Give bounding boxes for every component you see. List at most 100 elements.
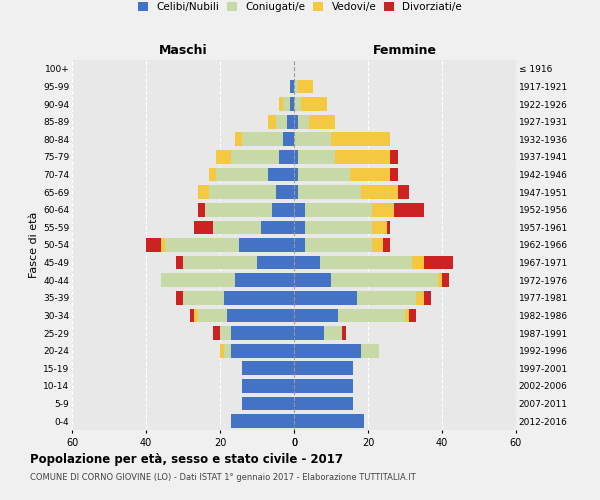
- Bar: [294, 80, 298, 94]
- Bar: [190, 308, 194, 322]
- Bar: [442, 274, 449, 287]
- Bar: [235, 274, 294, 287]
- Bar: [260, 220, 294, 234]
- Bar: [294, 344, 361, 358]
- Bar: [424, 291, 431, 304]
- Bar: [294, 308, 338, 322]
- Bar: [349, 168, 390, 181]
- Bar: [294, 203, 305, 216]
- Bar: [323, 326, 342, 340]
- Bar: [268, 168, 294, 181]
- Bar: [205, 203, 272, 216]
- Bar: [305, 220, 372, 234]
- Bar: [209, 186, 275, 199]
- Bar: [290, 80, 294, 94]
- Bar: [294, 379, 353, 393]
- Bar: [416, 291, 424, 304]
- Bar: [212, 220, 260, 234]
- Bar: [275, 115, 287, 128]
- Bar: [390, 150, 398, 164]
- Bar: [231, 414, 294, 428]
- Bar: [412, 256, 424, 270]
- Bar: [216, 150, 231, 164]
- Bar: [176, 291, 183, 304]
- Bar: [224, 291, 294, 304]
- Bar: [331, 132, 390, 146]
- Bar: [342, 326, 346, 340]
- Bar: [301, 97, 328, 111]
- Bar: [294, 396, 353, 410]
- Bar: [309, 115, 335, 128]
- Bar: [298, 80, 313, 94]
- Bar: [242, 132, 283, 146]
- Bar: [386, 220, 390, 234]
- Bar: [279, 97, 283, 111]
- Bar: [394, 203, 424, 216]
- Bar: [183, 256, 257, 270]
- Title: Maschi: Maschi: [158, 44, 208, 58]
- Y-axis label: Fasce di età: Fasce di età: [29, 212, 39, 278]
- Bar: [212, 326, 220, 340]
- Bar: [268, 115, 275, 128]
- Bar: [235, 132, 242, 146]
- Bar: [372, 238, 383, 252]
- Bar: [294, 115, 298, 128]
- Bar: [198, 308, 227, 322]
- Bar: [164, 238, 239, 252]
- Bar: [194, 220, 212, 234]
- Bar: [305, 238, 372, 252]
- Bar: [239, 238, 294, 252]
- Bar: [372, 220, 386, 234]
- Bar: [294, 220, 305, 234]
- Bar: [161, 238, 164, 252]
- Bar: [198, 203, 205, 216]
- Bar: [161, 274, 235, 287]
- Bar: [294, 97, 301, 111]
- Bar: [220, 344, 224, 358]
- Text: COMUNE DI CORNO GIOVINE (LO) - Dati ISTAT 1° gennaio 2017 - Elaborazione TUTTITA: COMUNE DI CORNO GIOVINE (LO) - Dati ISTA…: [30, 472, 416, 482]
- Bar: [424, 256, 453, 270]
- Bar: [209, 168, 217, 181]
- Bar: [231, 344, 294, 358]
- Bar: [298, 150, 335, 164]
- Bar: [176, 256, 183, 270]
- Bar: [242, 362, 294, 375]
- Bar: [294, 132, 331, 146]
- Bar: [283, 97, 290, 111]
- Bar: [320, 256, 412, 270]
- Bar: [294, 256, 320, 270]
- Bar: [298, 186, 361, 199]
- Bar: [298, 115, 309, 128]
- Bar: [290, 97, 294, 111]
- Bar: [242, 396, 294, 410]
- Bar: [305, 203, 372, 216]
- Bar: [146, 238, 161, 252]
- Bar: [294, 291, 357, 304]
- Title: Femmine: Femmine: [373, 44, 437, 58]
- Bar: [272, 203, 294, 216]
- Bar: [335, 150, 390, 164]
- Bar: [294, 238, 305, 252]
- Bar: [231, 326, 294, 340]
- Bar: [294, 274, 331, 287]
- Bar: [242, 379, 294, 393]
- Bar: [283, 132, 294, 146]
- Bar: [361, 186, 398, 199]
- Bar: [183, 291, 224, 304]
- Bar: [405, 308, 409, 322]
- Bar: [357, 291, 416, 304]
- Bar: [372, 203, 394, 216]
- Bar: [220, 326, 231, 340]
- Bar: [294, 362, 353, 375]
- Bar: [338, 308, 405, 322]
- Bar: [294, 414, 364, 428]
- Bar: [409, 308, 416, 322]
- Bar: [257, 256, 294, 270]
- Bar: [390, 168, 398, 181]
- Bar: [398, 186, 409, 199]
- Bar: [198, 186, 209, 199]
- Text: Popolazione per età, sesso e stato civile - 2017: Popolazione per età, sesso e stato civil…: [30, 452, 343, 466]
- Bar: [287, 115, 294, 128]
- Bar: [331, 274, 438, 287]
- Bar: [361, 344, 379, 358]
